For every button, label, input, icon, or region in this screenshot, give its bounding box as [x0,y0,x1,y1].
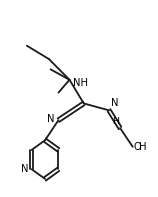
Text: N: N [111,98,118,108]
Text: N: N [21,164,28,174]
Text: O: O [134,142,141,152]
Text: N: N [47,114,55,124]
Text: NH: NH [73,78,88,88]
Text: H: H [139,142,146,152]
Text: H: H [112,117,119,126]
